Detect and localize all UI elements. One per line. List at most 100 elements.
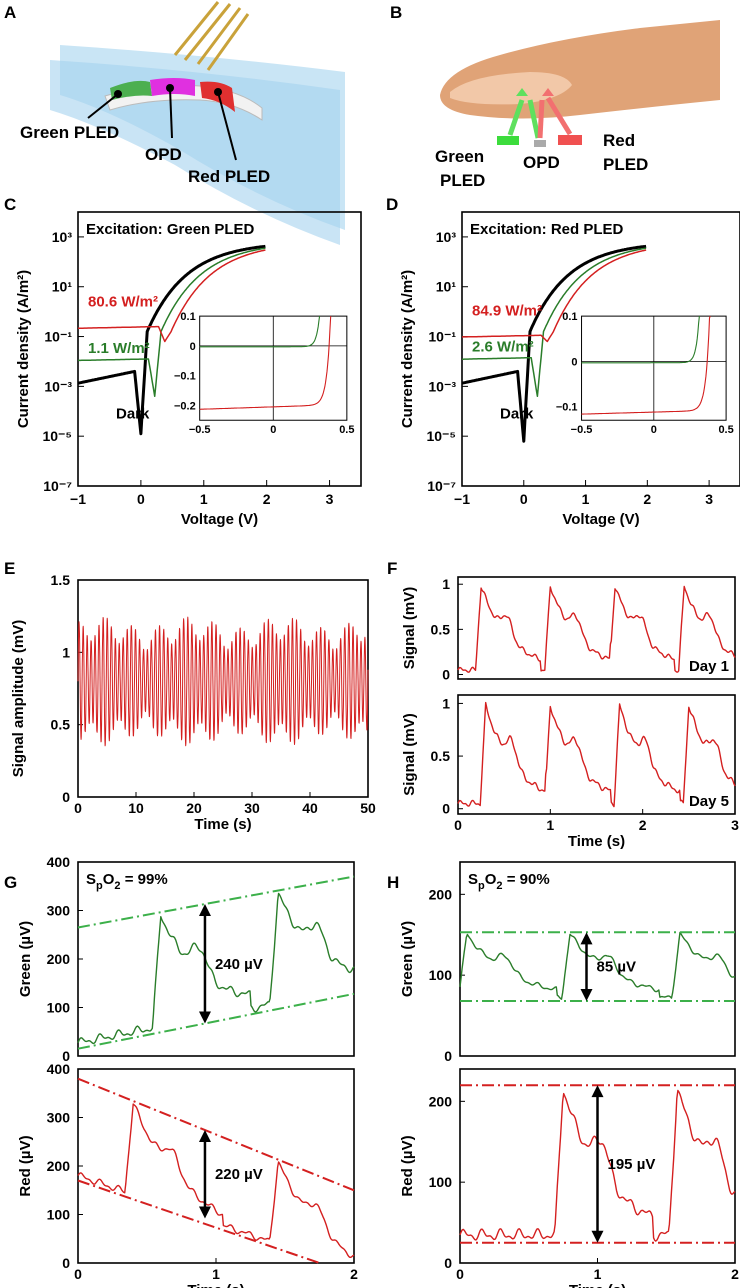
inset-y-tick-label: 0.1: [180, 311, 195, 323]
x-tick-label: 3: [326, 491, 334, 507]
inset-green-curve: [199, 316, 321, 348]
plot-frame: [457, 576, 736, 680]
y-tick-label: 0: [444, 1255, 452, 1271]
x-tick-label: 0: [74, 1266, 82, 1282]
y-axis-label: Current density (A/m²): [15, 270, 32, 428]
amplitude-label: 195 µV: [608, 1156, 656, 1173]
lower-envelope: [77, 1179, 320, 1264]
inset-red-curve: [199, 316, 332, 410]
x-tick-label: 30: [244, 800, 260, 816]
panel-b-illustration: B Green PLED OPD Red PLED: [390, 3, 720, 190]
panel-label-a: A: [4, 3, 16, 22]
panel-label-f: F: [387, 559, 397, 578]
x-tick-label: 0: [520, 491, 528, 507]
spo2-part: = 99%: [121, 871, 168, 888]
label-green-b: Green: [435, 147, 484, 166]
y-tick-label: 10⁻¹: [44, 329, 72, 345]
y-axis-label: Red (µV): [17, 1135, 34, 1196]
panel-a-illustration: A Green PLED OPD Red PLED: [4, 1, 345, 245]
x-axis-label: Voltage (V): [562, 511, 639, 528]
arrow-head-up: [198, 904, 211, 917]
annotation-dark: Dark: [500, 406, 534, 423]
panel-label-h: H: [387, 873, 399, 892]
spo2-part: = 90%: [503, 871, 550, 888]
x-tick-label: −1: [70, 491, 86, 507]
x-tick-label: 0: [456, 1266, 464, 1282]
spo2-part: 2: [114, 880, 120, 892]
y-tick-label: 0.5: [431, 621, 451, 637]
wires: [173, 1, 250, 71]
red-curve: [77, 249, 266, 343]
x-tick-label: 2: [350, 1266, 358, 1282]
y-axis-label: Green (µV): [17, 921, 34, 997]
dark-curve: [461, 244, 647, 443]
arrow-head-up: [591, 1085, 604, 1098]
panel-e: E 0 10 20 30 40 50 1.5 1 0.5 0 Time (s) Signal ampli…: [4, 559, 376, 833]
y-tick-label: 10⁻¹: [428, 329, 456, 345]
x-axis-label: Voltage (V): [181, 511, 258, 528]
red-pled-device-b: [558, 135, 582, 145]
x-tick-label: −1: [454, 491, 470, 507]
y-tick-label: 1: [442, 695, 450, 711]
y-axis-label: Signal amplitude (mV): [10, 620, 27, 778]
inset-y-tick-label: 0: [190, 341, 196, 353]
y-tick-label: 100: [429, 1174, 453, 1190]
y-axis-label: Red (µV): [399, 1135, 416, 1196]
y-tick-label: 300: [47, 1110, 71, 1126]
y-tick-label: 10⁻³: [44, 378, 72, 394]
plot-frame: [459, 861, 736, 1057]
spo2-part: S: [86, 871, 96, 888]
y-tick-label: 10¹: [436, 279, 457, 295]
x-tick-label: 0: [454, 817, 462, 833]
inset-x-tick-label: 0: [270, 424, 276, 436]
label-pled-b2: PLED: [603, 155, 648, 174]
arrow-head-up: [580, 932, 593, 945]
y-tick-label: 10⁻³: [428, 378, 456, 394]
x-axis-label: Time (s): [187, 1282, 244, 1288]
spo2-part: p: [478, 880, 485, 892]
x-tick-label: 2: [639, 817, 647, 833]
y-tick-label: 0: [444, 1048, 452, 1064]
y-tick-label: 200: [47, 951, 71, 967]
y-tick-label: 400: [47, 854, 71, 870]
inset-y-tick-label: −0.1: [174, 371, 196, 383]
annotation-dark: Dark: [116, 406, 150, 423]
x-tick-label: 1: [546, 817, 554, 833]
x-axis-label: Time (s): [568, 833, 625, 850]
y-tick-label: 0: [62, 789, 70, 805]
y-tick-label: 0: [62, 1255, 70, 1271]
arrow-head-down: [580, 989, 593, 1002]
x-tick-label: 2: [263, 491, 271, 507]
annotation-red: 84.9 W/m²: [472, 302, 542, 319]
x-tick-label: 50: [360, 800, 376, 816]
spo2-part: S: [468, 871, 478, 888]
label-red-pled: Red PLED: [188, 167, 270, 186]
annotation-green: 1.1 W/m²: [88, 340, 150, 357]
y-tick-label: 10³: [436, 229, 457, 245]
inset-x-tick-label: 0.5: [339, 424, 354, 436]
label-green-pled: Green PLED: [20, 123, 119, 142]
inset-x-tick-label: −0.5: [189, 424, 211, 436]
x-tick-label: 1: [594, 1266, 602, 1282]
y-tick-label: 100: [429, 967, 453, 983]
inset-x-tick-label: −0.5: [571, 424, 593, 436]
y-tick-label: 10⁻⁷: [427, 478, 456, 494]
fingernail: [450, 72, 572, 105]
panel-label-c: C: [4, 195, 16, 214]
inset-green-curve: [581, 316, 700, 364]
x-tick-label: 3: [731, 817, 739, 833]
annotation-day: Day 1: [689, 658, 729, 675]
x-tick-label: 0: [74, 800, 82, 816]
x-tick-label: 20: [186, 800, 202, 816]
y-tick-label: 1.5: [51, 572, 71, 588]
y-tick-label: 0: [62, 1048, 70, 1064]
spo2-label: SpO2 = 90%: [468, 871, 550, 892]
panel-label-e: E: [4, 559, 15, 578]
spo2-label: SpO2 = 99%: [86, 871, 168, 892]
x-tick-label: 1: [200, 491, 208, 507]
green-ppg-trace: [459, 931, 736, 1000]
y-tick-label: 10³: [52, 229, 73, 245]
y-axis-label: Signal (mV): [401, 587, 418, 670]
